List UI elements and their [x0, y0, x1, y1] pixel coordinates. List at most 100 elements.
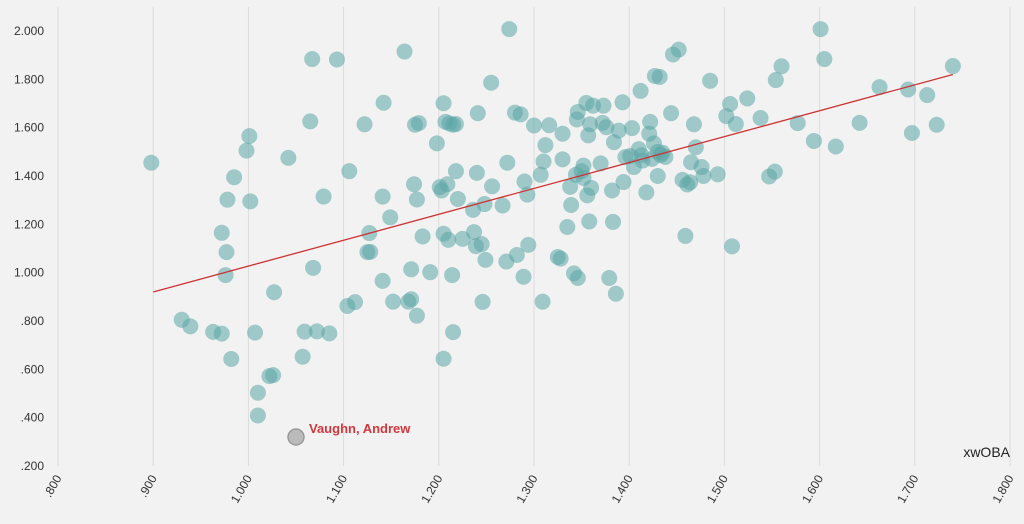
- data-point: [516, 173, 533, 190]
- data-point: [213, 224, 230, 241]
- data-point: [682, 174, 699, 191]
- y-tick-label: .800: [21, 314, 45, 328]
- x-tick-label: .900: [136, 472, 160, 500]
- data-point: [607, 285, 624, 302]
- x-tick-label: 1.100: [323, 472, 350, 505]
- data-point: [294, 348, 311, 365]
- data-point: [532, 166, 549, 183]
- data-point: [347, 294, 364, 311]
- data-point: [515, 268, 532, 285]
- data-point: [494, 197, 511, 214]
- data-point: [328, 51, 345, 68]
- highlighted-point: [287, 428, 305, 446]
- data-point: [474, 293, 491, 310]
- data-point: [702, 72, 719, 89]
- data-point: [440, 231, 457, 248]
- data-point: [520, 236, 537, 253]
- data-point: [562, 178, 579, 195]
- data-point: [484, 178, 501, 195]
- data-point: [219, 191, 236, 208]
- data-point: [642, 113, 659, 130]
- data-point: [677, 227, 694, 244]
- data-point: [265, 367, 282, 384]
- data-point: [406, 176, 423, 193]
- data-point: [280, 149, 297, 166]
- data-point: [695, 168, 712, 184]
- data-point: [851, 114, 868, 131]
- y-tick-label: 1.200: [14, 217, 44, 231]
- data-point: [499, 154, 516, 171]
- data-point: [362, 243, 379, 260]
- data-point: [767, 72, 784, 89]
- data-point: [375, 94, 392, 111]
- data-point: [582, 116, 599, 133]
- data-point: [610, 122, 627, 139]
- data-point: [242, 193, 259, 210]
- data-point: [321, 325, 338, 342]
- x-tick-label: 1.600: [799, 472, 826, 505]
- data-point: [304, 51, 321, 68]
- y-tick-label: 1.800: [14, 72, 44, 86]
- data-point: [444, 267, 461, 284]
- data-point: [469, 105, 486, 122]
- x-tick-label: 1.700: [894, 472, 921, 505]
- data-point: [512, 106, 529, 123]
- data-point: [447, 163, 464, 180]
- data-point: [182, 318, 199, 335]
- data-point: [428, 135, 445, 152]
- data-point: [766, 163, 783, 180]
- data-point: [624, 120, 641, 137]
- data-point: [483, 74, 500, 91]
- data-point: [385, 293, 402, 310]
- x-tick-label: 1.800: [989, 472, 1016, 505]
- data-point: [305, 259, 322, 276]
- x-tick-label: 1.400: [609, 472, 636, 505]
- x-tick-label: 1.500: [704, 472, 731, 505]
- data-point: [581, 213, 598, 230]
- data-point: [554, 125, 571, 142]
- y-tick-label: 1.400: [14, 169, 44, 183]
- data-point: [249, 407, 266, 424]
- data-point: [605, 213, 622, 230]
- y-tick-label: .600: [21, 362, 45, 376]
- data-point: [247, 324, 264, 341]
- data-point: [466, 224, 483, 241]
- data-point: [382, 209, 399, 226]
- data-point: [445, 324, 462, 341]
- data-point: [559, 218, 576, 235]
- annotation-label: Vaughn, Andrew: [309, 421, 411, 436]
- data-point: [919, 87, 936, 104]
- data-point: [508, 247, 525, 264]
- data-point: [944, 58, 961, 75]
- data-point: [604, 182, 621, 199]
- data-point: [477, 251, 494, 268]
- data-point: [526, 117, 542, 134]
- data-point: [685, 116, 702, 133]
- x-axis-title: xwOBA: [963, 444, 1010, 460]
- data-point: [435, 95, 452, 112]
- data-point: [827, 138, 844, 155]
- data-point: [928, 116, 945, 133]
- data-point: [226, 169, 243, 186]
- data-point: [396, 43, 413, 60]
- data-point: [663, 105, 680, 122]
- data-point: [554, 151, 571, 168]
- data-point: [541, 117, 558, 134]
- data-point: [537, 137, 554, 154]
- data-point: [501, 21, 518, 38]
- data-points: [143, 21, 961, 424]
- y-tick-label: 1.600: [14, 121, 44, 135]
- data-point: [410, 115, 427, 132]
- data-point: [356, 116, 373, 133]
- data-point: [563, 197, 580, 213]
- data-point: [249, 384, 266, 401]
- data-point: [805, 132, 822, 149]
- trendline: [153, 73, 954, 293]
- data-point: [238, 142, 255, 159]
- data-point: [583, 179, 600, 196]
- data-point: [649, 168, 666, 184]
- x-axis-ticks: .800 .900 1.000 1.100 1.200 1.300 1.400 1.500 1.…: [41, 472, 1017, 505]
- data-point: [601, 269, 618, 286]
- data-point: [217, 267, 234, 284]
- data-point: [241, 128, 258, 145]
